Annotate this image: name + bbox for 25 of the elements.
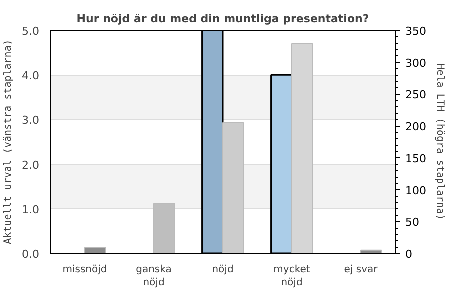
y-tick-label: 5.0	[22, 25, 40, 38]
y-tick-label: 2.0	[22, 158, 40, 172]
y2-tick-label: 0	[406, 248, 412, 261]
x-tick-label: missnöjd	[62, 264, 108, 276]
x-tick-label: mycket nöjd	[274, 264, 310, 289]
bar	[84, 247, 106, 254]
y2-tick-label: 350	[406, 25, 426, 38]
y2-tick-label: 50	[406, 216, 420, 230]
y-tick-label: 3.0	[22, 114, 40, 128]
chart-title: Hur nöjd är du med din muntliga presentation?	[76, 12, 370, 26]
y-axis-title: Aktuellt urval (vänstra staplarna)	[3, 40, 14, 244]
y2-tick-label: 200	[406, 120, 426, 134]
y2-tick-label: 150	[406, 152, 426, 166]
x-tick-label: nöjd	[212, 264, 234, 276]
y2-tick-label: 300	[406, 56, 426, 70]
bar	[360, 250, 382, 254]
y2-tick-label: 100	[406, 184, 426, 198]
y2-tick-label: 250	[406, 88, 426, 102]
x-tick-label: ganska nöjd	[136, 264, 172, 289]
y-tick-label: 1.0	[22, 203, 40, 216]
x-tick-label: ej svar	[344, 264, 379, 276]
y-tick-label: 0.0	[22, 248, 40, 261]
y-tick-label: 4.0	[22, 70, 40, 83]
bar	[154, 203, 176, 254]
y2-axis-title: Hela LTH (högra staplarna)	[434, 64, 446, 220]
